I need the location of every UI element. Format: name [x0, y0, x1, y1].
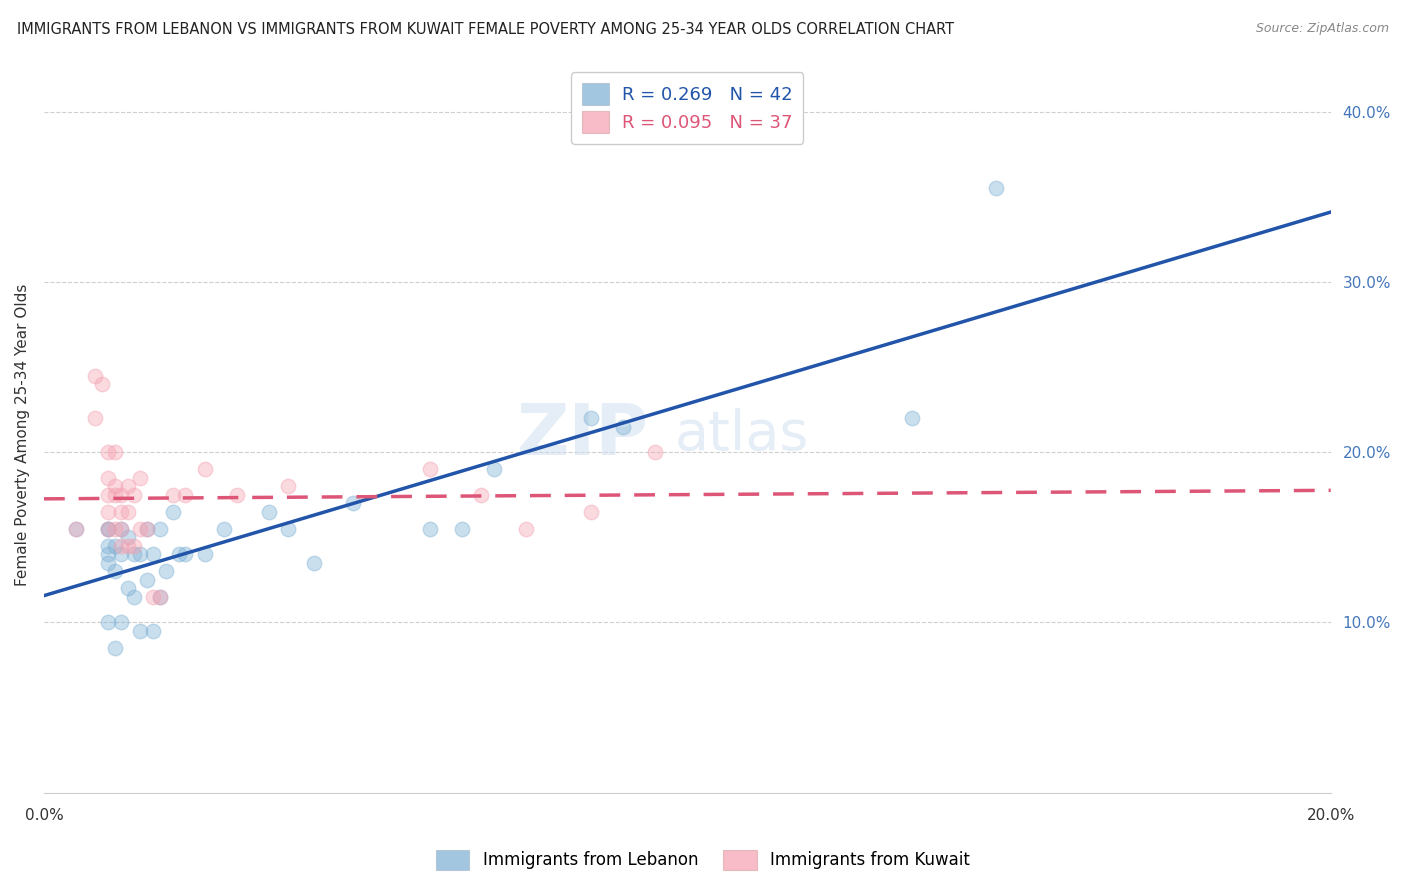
Point — [104, 488, 127, 502]
Point — [129, 470, 152, 484]
Point — [644, 445, 666, 459]
Y-axis label: Female Poverty Among 25-34 Year Olds: Female Poverty Among 25-34 Year Olds — [15, 284, 30, 586]
Point — [97, 615, 120, 630]
Point — [612, 419, 634, 434]
Text: ZIP: ZIP — [516, 401, 648, 469]
Point — [65, 522, 87, 536]
Text: IMMIGRANTS FROM LEBANON VS IMMIGRANTS FROM KUWAIT FEMALE POVERTY AMONG 25-34 YEA: IMMIGRANTS FROM LEBANON VS IMMIGRANTS FR… — [17, 22, 955, 37]
Point — [110, 488, 132, 502]
Point — [149, 522, 172, 536]
Point — [302, 556, 325, 570]
Point — [84, 368, 107, 383]
Point — [122, 488, 145, 502]
Point — [129, 522, 152, 536]
Point — [117, 581, 139, 595]
Point — [129, 624, 152, 638]
Point — [579, 505, 602, 519]
Point — [117, 530, 139, 544]
Point — [104, 522, 127, 536]
Point — [277, 522, 299, 536]
Point — [162, 505, 184, 519]
Point — [174, 547, 197, 561]
Point — [110, 522, 132, 536]
Text: Source: ZipAtlas.com: Source: ZipAtlas.com — [1256, 22, 1389, 36]
Point — [97, 522, 120, 536]
Point — [104, 640, 127, 655]
Point — [142, 547, 165, 561]
Point — [257, 505, 280, 519]
Point — [104, 479, 127, 493]
Point — [97, 522, 120, 536]
Point — [167, 547, 190, 561]
Point — [110, 505, 132, 519]
Point — [110, 522, 132, 536]
Point — [451, 522, 474, 536]
Point — [110, 615, 132, 630]
Point — [97, 522, 120, 536]
Point — [104, 564, 127, 578]
Point — [97, 445, 120, 459]
Point — [155, 564, 177, 578]
Point — [579, 411, 602, 425]
Point — [212, 522, 235, 536]
Point — [104, 445, 127, 459]
Point — [162, 488, 184, 502]
Point — [194, 547, 217, 561]
Point — [65, 522, 87, 536]
Point — [117, 479, 139, 493]
Point — [149, 590, 172, 604]
Point — [135, 522, 157, 536]
Text: atlas: atlas — [675, 409, 808, 462]
Legend: Immigrants from Lebanon, Immigrants from Kuwait: Immigrants from Lebanon, Immigrants from… — [429, 843, 977, 877]
Point — [90, 377, 112, 392]
Point — [84, 411, 107, 425]
Point — [104, 539, 127, 553]
Point — [342, 496, 364, 510]
Legend: R = 0.269   N = 42, R = 0.095   N = 37: R = 0.269 N = 42, R = 0.095 N = 37 — [571, 72, 803, 144]
Point — [984, 181, 1007, 195]
Point — [97, 470, 120, 484]
Point — [419, 522, 441, 536]
Point — [901, 411, 924, 425]
Point — [149, 590, 172, 604]
Point — [225, 488, 247, 502]
Point — [97, 505, 120, 519]
Point — [515, 522, 537, 536]
Point — [484, 462, 506, 476]
Point — [97, 488, 120, 502]
Point — [110, 547, 132, 561]
Point — [97, 547, 120, 561]
Point — [470, 488, 492, 502]
Point — [122, 590, 145, 604]
Point — [419, 462, 441, 476]
Point — [129, 547, 152, 561]
Point — [110, 539, 132, 553]
Point — [142, 624, 165, 638]
Point — [117, 539, 139, 553]
Point — [277, 479, 299, 493]
Point — [97, 539, 120, 553]
Point — [174, 488, 197, 502]
Point — [142, 590, 165, 604]
Point — [117, 505, 139, 519]
Point — [135, 522, 157, 536]
Point — [97, 556, 120, 570]
Point — [122, 539, 145, 553]
Point — [135, 573, 157, 587]
Point — [194, 462, 217, 476]
Point — [122, 547, 145, 561]
